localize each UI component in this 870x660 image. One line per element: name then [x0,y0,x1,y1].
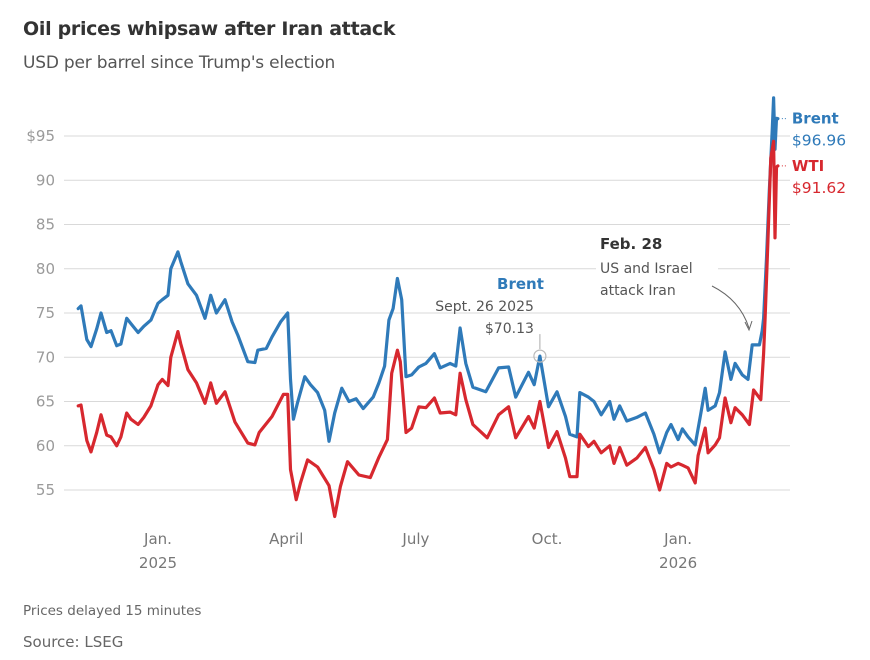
x-tick-year-label: 2026 [659,554,697,572]
end-label-value-wti: $91.62 [792,179,846,197]
y-tick-label: 70 [36,348,55,366]
annotation-title: Brent [497,275,544,293]
chart-subtitle: USD per barrel since Trump's election [23,53,336,73]
annotations: Brent Sept. 26 2025 $70.13 Feb. 28 US and Is… [435,235,753,363]
y-tick-label: 60 [36,437,55,455]
x-tick-year-label: 2025 [139,554,177,572]
annotation-title: Feb. 28 [600,235,662,253]
x-tick-label: July [401,530,429,548]
delay-note: Prices delayed 15 minutes [23,603,202,619]
y-tick-label: 75 [36,304,55,322]
end-labels: Brent $96.96 WTI $91.62 [781,110,846,197]
annotation-text: US and Israel [600,261,693,277]
annotation-background [596,255,718,299]
y-tick-label: 80 [36,260,55,278]
y-tick-label: 90 [36,171,55,189]
y-axis: $95 90 85 80 75 70 65 60 55 [26,127,55,499]
x-axis: Jan. 2025 April July Oct. Jan. 2026 [139,530,697,572]
end-label-name-brent: Brent [792,110,839,128]
y-tick-label: 55 [36,481,55,499]
y-tick-label: $95 [26,127,55,145]
x-tick-label: April [269,530,303,548]
annotation-marker [533,349,547,363]
annotation-text: attack Iran [600,283,676,299]
end-label-value-brent: $96.96 [792,132,846,150]
price-chart: $95 90 85 80 75 70 65 60 55 Jan. 2025 April July Oct… [26,96,846,572]
y-tick-label: 85 [36,216,55,234]
annotation-arrow [711,285,750,329]
y-tick-label: 65 [36,393,55,411]
chart-title: Oil prices whipsaw after Iran attack [23,18,396,40]
annotation-arrowhead [744,320,753,332]
end-label-name-wti: WTI [792,157,824,175]
x-tick-label: Jan. [143,530,172,548]
source-note: Source: LSEG [23,633,124,651]
x-tick-label: Jan. [663,530,692,548]
annotation-text: $70.13 [485,321,534,337]
series-line-brent [76,96,780,455]
series-lines [76,96,780,519]
x-tick-label: Oct. [532,530,563,548]
annotation-text: Sept. 26 2025 [435,299,534,315]
gridlines [64,135,790,491]
series-line-wti [76,139,780,519]
